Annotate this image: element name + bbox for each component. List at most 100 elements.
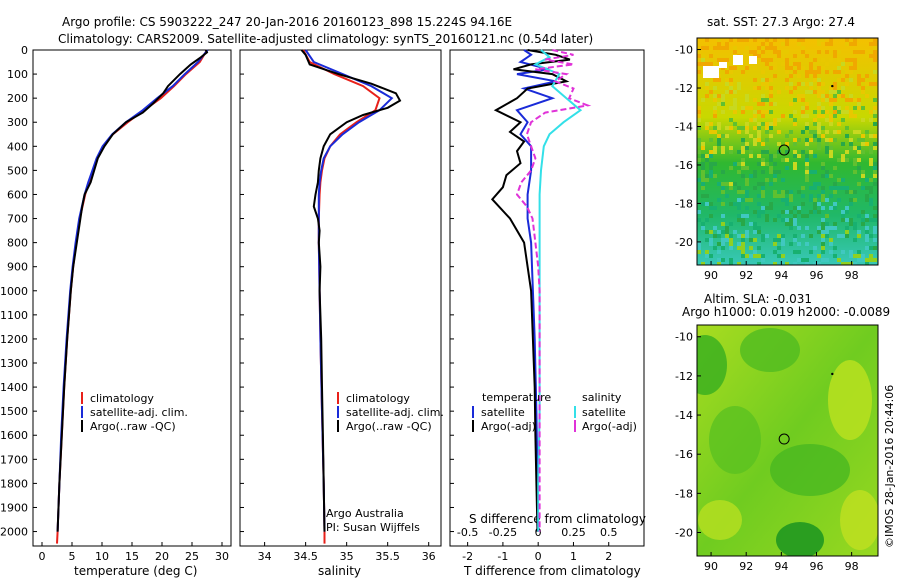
sst-pixel — [813, 78, 817, 82]
sst-pixel — [849, 70, 853, 74]
sst-pixel — [801, 110, 805, 114]
sst-pixel — [869, 162, 873, 166]
top-x-tick-label: 0 — [535, 526, 542, 539]
sst-pixel — [761, 162, 765, 166]
sst-pixel — [817, 82, 821, 86]
map-x-tick-label: 92 — [739, 269, 753, 282]
sst-pixel — [857, 214, 861, 218]
header-line-2: Climatology: CARS2009. Satellite-adjuste… — [58, 32, 593, 46]
sst-pixel — [821, 82, 825, 86]
sst-pixel — [805, 154, 809, 158]
series-argo-raw-qc- — [300, 49, 402, 532]
sst-pixel — [697, 118, 701, 122]
sst-pixel — [781, 114, 785, 118]
sst-pixel — [821, 246, 825, 250]
difference-x-axis: -2 -1 0 1 2 -0.5 -0.25 0 0.25 0.5 — [457, 526, 618, 563]
top-x-tick-label: -0.5 — [457, 526, 478, 539]
float-previous-dot — [831, 372, 834, 376]
sst-pixel — [841, 78, 845, 82]
sst-pixel — [777, 254, 781, 258]
sst-pixel — [793, 214, 797, 218]
x-tick-label: 34 — [258, 550, 272, 563]
sst-pixel — [857, 106, 861, 110]
sst-pixel — [729, 82, 733, 86]
sst-pixel — [777, 150, 781, 154]
sst-pixel — [873, 38, 877, 42]
sst-pixel — [853, 62, 857, 66]
sst-pixel — [817, 202, 821, 206]
sst-pixel — [769, 134, 773, 138]
sst-pixel — [741, 198, 745, 202]
sst-pixel — [713, 46, 717, 50]
sst-pixel — [849, 146, 853, 150]
sst-pixel — [785, 198, 789, 202]
sst-pixel — [761, 150, 765, 154]
sst-pixel — [785, 58, 789, 62]
sst-pixel — [757, 182, 761, 186]
sst-pixel — [869, 178, 873, 182]
sst-pixel — [725, 90, 729, 94]
sst-pixel — [833, 138, 837, 142]
sst-pixel — [869, 118, 873, 122]
x-tick-label: 2 — [605, 550, 612, 563]
series-temperature-argo-adj- — [490, 49, 571, 532]
sst-pixel — [733, 230, 737, 234]
sst-pixel — [825, 226, 829, 230]
sst-pixel — [697, 210, 701, 214]
sst-pixel — [817, 182, 821, 186]
sst-pixel — [697, 246, 701, 250]
sst-pixel — [817, 70, 821, 74]
sst-pixel — [745, 182, 749, 186]
sst-pixel — [857, 234, 861, 238]
sst-pixel — [833, 86, 837, 90]
sst-pixel — [713, 62, 717, 66]
sst-pixel — [833, 186, 837, 190]
sst-pixel — [761, 158, 765, 162]
sst-pixel — [777, 238, 781, 242]
sst-pixel — [741, 38, 745, 42]
sst-pixel — [845, 206, 849, 210]
sst-pixel — [801, 50, 805, 54]
sst-pixel — [761, 182, 765, 186]
sst-pixel — [849, 202, 853, 206]
sst-pixel — [821, 250, 825, 254]
sst-pixel — [833, 106, 837, 110]
salinity-panel — [239, 49, 442, 547]
sst-pixel — [873, 70, 877, 74]
sst-pixel — [873, 54, 877, 58]
sst-pixel — [749, 254, 753, 258]
sst-pixel — [785, 222, 789, 226]
depth-tick-label: 800 — [7, 237, 28, 250]
sst-pixel — [785, 66, 789, 70]
sst-pixel — [813, 246, 817, 250]
sst-pixel — [701, 142, 705, 146]
sst-pixel — [753, 50, 757, 54]
map-x-tick-label: 90 — [704, 269, 718, 282]
sst-pixel — [797, 38, 801, 42]
sst-pixel — [797, 82, 801, 86]
sla-map — [696, 324, 879, 557]
sst-pixel — [737, 206, 741, 210]
sst-pixel — [849, 42, 853, 46]
sst-pixel — [833, 182, 837, 186]
depth-tick-label: 1100 — [0, 309, 28, 322]
sst-pixel — [849, 250, 853, 254]
sst-pixel — [817, 90, 821, 94]
sst-pixel — [737, 126, 741, 130]
sst-pixel — [741, 174, 745, 178]
sst-pixel — [781, 190, 785, 194]
sst-pixel — [865, 234, 869, 238]
sst-pixel — [697, 218, 701, 222]
salinity-x-axis: 34 34.5 35 35.5 36 — [258, 542, 436, 563]
sst-pixel — [829, 194, 833, 198]
sst-pixel — [869, 150, 873, 154]
sst-pixel — [873, 106, 877, 110]
sst-pixel — [765, 82, 769, 86]
sst-pixel — [813, 110, 817, 114]
sst-pixel — [785, 142, 789, 146]
sst-pixel — [781, 198, 785, 202]
sst-pixel — [817, 194, 821, 198]
sst-pixel — [701, 174, 705, 178]
sst-pixel — [721, 146, 725, 150]
sst-pixel — [729, 222, 733, 226]
